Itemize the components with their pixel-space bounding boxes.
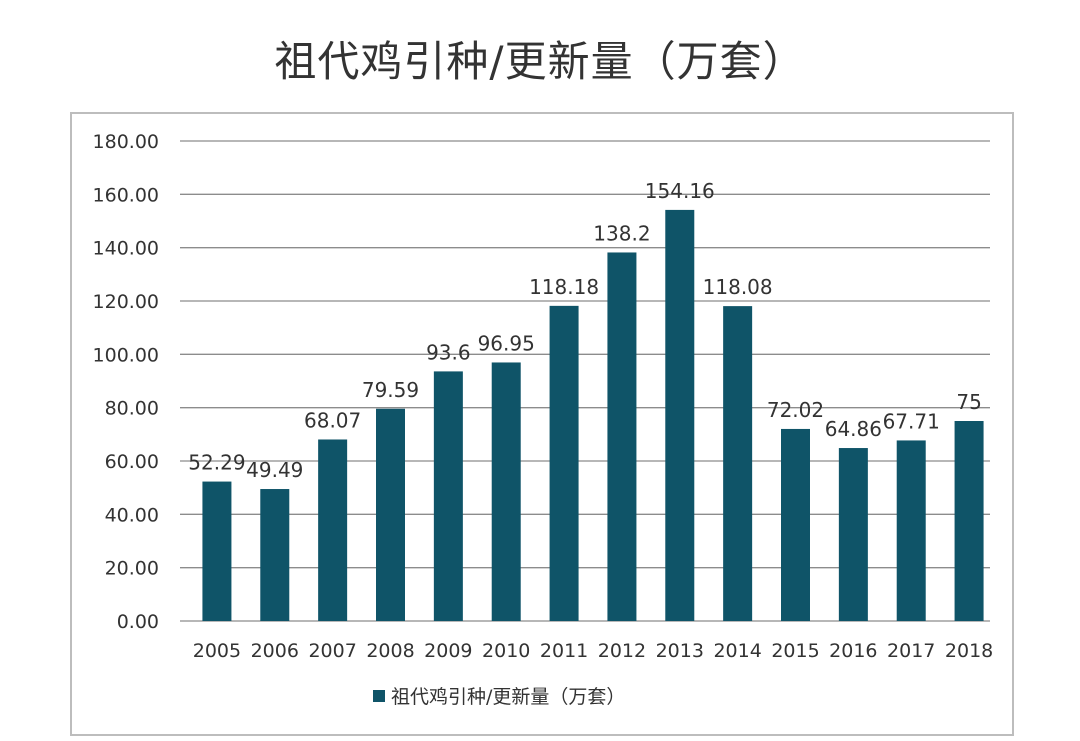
data-label: 138.2	[593, 221, 650, 245]
data-label: 68.07	[304, 408, 361, 432]
data-label: 67.71	[883, 409, 940, 433]
x-tick-label: 2010	[482, 640, 530, 662]
data-label: 154.16	[645, 179, 715, 203]
data-label: 72.02	[767, 398, 824, 422]
bar	[433, 371, 463, 621]
bar	[954, 421, 984, 621]
bar	[723, 306, 753, 621]
data-label: 52.29	[188, 451, 245, 475]
bar	[376, 408, 405, 621]
data-label: 96.95	[478, 331, 535, 355]
bar	[607, 252, 637, 621]
bar	[318, 439, 348, 621]
x-tick-label: 2016	[829, 640, 877, 662]
y-tick-label: 80.00	[105, 398, 159, 420]
data-label: 79.59	[362, 378, 419, 402]
x-tick-label: 2012	[598, 640, 646, 662]
y-tick-label: 100.00	[93, 344, 159, 366]
bar	[260, 489, 290, 621]
x-tick-label: 2018	[945, 640, 993, 662]
y-tick-label: 140.00	[93, 238, 159, 260]
y-tick-label: 120.00	[93, 291, 159, 313]
bar	[838, 448, 868, 621]
x-tick-label: 2008	[366, 640, 414, 662]
x-tick-label: 2015	[771, 640, 819, 662]
y-tick-label: 160.00	[93, 184, 159, 206]
data-label: 118.18	[529, 275, 599, 299]
chart-title: 祖代鸡引种/更新量（万套）	[274, 37, 806, 86]
data-label: 118.08	[703, 275, 773, 299]
x-tick-label: 2006	[251, 640, 299, 662]
legend-swatch	[373, 690, 385, 702]
x-tick-label: 2011	[540, 640, 588, 662]
data-label: 75	[956, 390, 981, 414]
bar	[896, 440, 926, 621]
x-tick-label: 2009	[424, 640, 472, 662]
x-tick-label: 2017	[887, 640, 935, 662]
data-label: 49.49	[246, 458, 303, 482]
bar	[549, 305, 579, 621]
x-tick-label: 2014	[713, 640, 761, 662]
chart-frame	[70, 112, 1014, 736]
y-tick-label: 20.00	[105, 558, 159, 580]
y-tick-label: 60.00	[105, 451, 159, 473]
bar	[665, 209, 695, 621]
bar	[202, 481, 232, 621]
x-tick-label: 2005	[193, 640, 241, 662]
y-tick-label: 180.00	[93, 131, 159, 153]
data-label: 64.86	[825, 417, 882, 441]
bar	[491, 362, 521, 621]
x-tick-label: 2007	[308, 640, 356, 662]
y-tick-label: 0.00	[117, 611, 159, 633]
y-tick-label: 40.00	[105, 504, 159, 526]
x-tick-label: 2013	[656, 640, 704, 662]
data-label: 93.6	[426, 340, 471, 364]
bar	[781, 428, 810, 621]
legend-label: 祖代鸡引种/更新量（万套）	[391, 686, 625, 708]
